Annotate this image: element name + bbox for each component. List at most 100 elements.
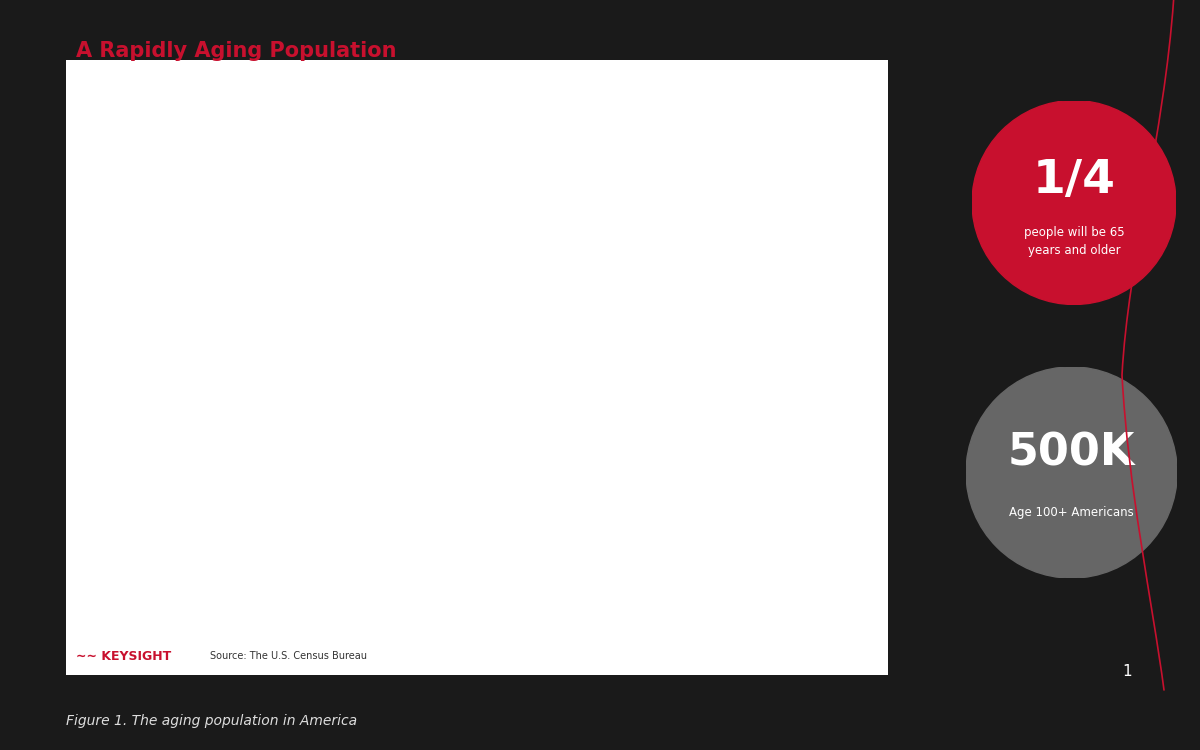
Bar <box>248 236 256 611</box>
Bar <box>490 283 493 611</box>
Bar <box>317 266 324 611</box>
Bar <box>666 466 674 611</box>
Circle shape <box>972 100 1176 304</box>
Bar <box>197 238 205 611</box>
Bar <box>481 288 485 611</box>
X-axis label: Age: Age <box>473 639 505 654</box>
Bar <box>726 552 734 611</box>
Bar <box>504 265 512 611</box>
Bar <box>430 298 433 611</box>
Bar <box>470 290 478 611</box>
Bar <box>191 240 194 611</box>
Bar <box>265 244 274 611</box>
Text: Source: The U.S. Census Bureau: Source: The U.S. Census Bureau <box>210 651 367 662</box>
Bar <box>188 244 197 611</box>
Bar <box>641 433 648 611</box>
Text: 1/4: 1/4 <box>1032 158 1116 203</box>
Bar <box>462 292 469 611</box>
Bar <box>734 562 743 611</box>
Bar <box>547 294 554 611</box>
Bar <box>684 492 691 611</box>
Bar <box>166 258 169 611</box>
Bar <box>292 255 299 611</box>
Bar <box>413 294 416 611</box>
Bar <box>811 605 820 611</box>
Bar <box>157 260 160 611</box>
Bar <box>361 271 365 611</box>
Bar <box>828 609 836 611</box>
Bar <box>199 232 203 611</box>
Bar <box>368 273 376 611</box>
Bar <box>334 272 341 611</box>
Bar <box>464 295 467 611</box>
Bar <box>427 296 436 611</box>
Bar <box>479 286 486 611</box>
Bar <box>632 426 640 611</box>
Bar <box>274 248 282 611</box>
Bar <box>146 259 154 611</box>
Bar <box>377 278 384 611</box>
Bar <box>344 274 348 611</box>
Bar <box>701 516 708 611</box>
Bar <box>350 272 359 611</box>
Bar <box>388 283 390 611</box>
Bar <box>232 228 239 611</box>
Bar <box>336 272 340 611</box>
Bar <box>572 344 581 611</box>
Bar <box>473 291 475 611</box>
Bar <box>556 310 563 611</box>
Bar <box>498 272 502 611</box>
Bar <box>761 585 768 611</box>
Bar <box>751 578 760 611</box>
Bar <box>515 262 518 611</box>
Bar <box>743 570 751 611</box>
Bar <box>718 542 725 611</box>
Bar <box>803 604 811 611</box>
Bar <box>172 255 179 611</box>
Text: ∼∼ KEYSIGHT: ∼∼ KEYSIGHT <box>76 650 170 663</box>
Bar <box>216 211 220 611</box>
Bar <box>454 296 461 611</box>
Bar <box>709 529 716 611</box>
Bar <box>624 417 631 611</box>
Bar <box>370 275 373 611</box>
Bar <box>396 287 400 611</box>
Bar <box>180 250 188 611</box>
Bar <box>325 268 332 611</box>
Bar <box>532 258 535 611</box>
Bar <box>293 250 296 611</box>
Bar <box>319 263 323 611</box>
Bar <box>234 219 236 611</box>
Bar <box>240 232 247 611</box>
Bar <box>445 299 452 611</box>
Title: 2024: 2024 <box>464 94 514 112</box>
Circle shape <box>966 367 1177 578</box>
Bar <box>523 261 527 611</box>
Bar <box>385 281 392 611</box>
Bar <box>402 290 409 611</box>
Bar <box>284 247 288 611</box>
Bar <box>419 294 427 611</box>
Text: 1: 1 <box>1122 664 1132 679</box>
Bar <box>778 595 785 611</box>
Bar <box>182 250 186 611</box>
Bar <box>599 388 606 611</box>
Bar <box>155 258 162 611</box>
Bar <box>311 259 313 611</box>
Bar <box>139 263 143 611</box>
Bar <box>224 215 228 611</box>
Y-axis label: Population
(millions): Population (millions) <box>71 331 98 397</box>
Bar <box>353 273 356 611</box>
Bar <box>649 442 658 611</box>
Bar <box>794 602 802 611</box>
Bar <box>616 410 623 611</box>
Bar <box>658 450 666 611</box>
Bar <box>769 590 776 611</box>
Bar <box>308 263 316 611</box>
Bar <box>242 225 246 611</box>
Bar <box>581 360 589 611</box>
Text: A Rapidly Aging Population: A Rapidly Aging Population <box>76 41 396 62</box>
Bar <box>421 296 425 611</box>
Bar <box>138 261 145 611</box>
Text: Age 100+ Americans: Age 100+ Americans <box>1009 506 1134 519</box>
